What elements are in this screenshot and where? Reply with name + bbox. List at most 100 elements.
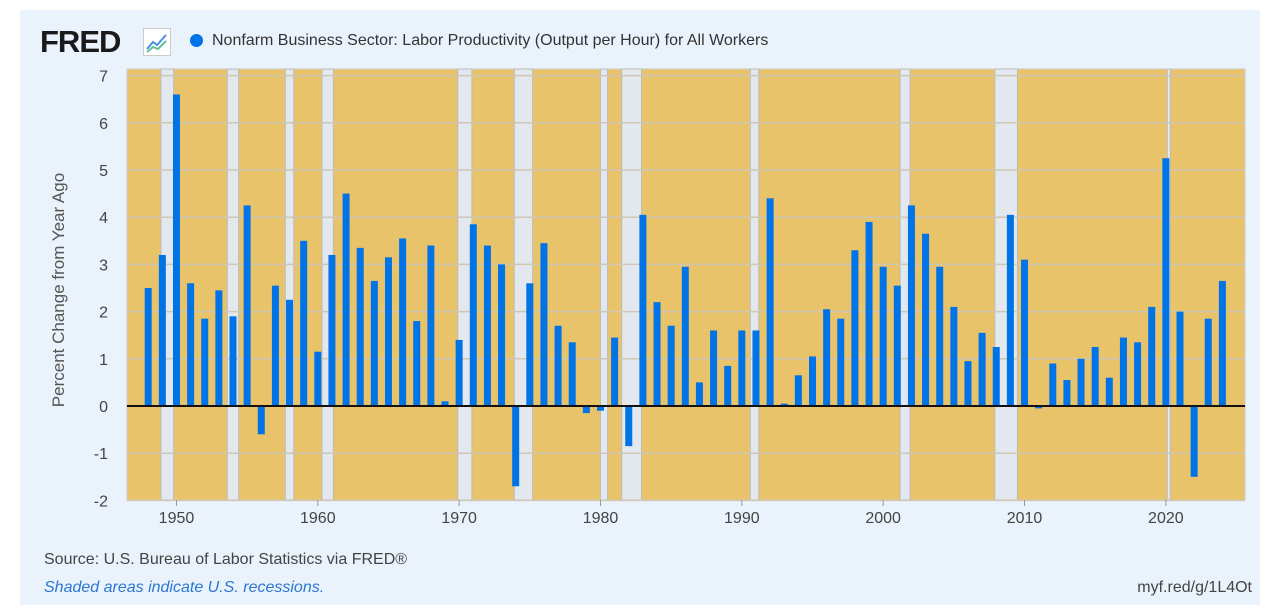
- y-tick-label: 1: [99, 352, 108, 369]
- x-tick-label: 2020: [1148, 510, 1184, 527]
- bar-2021: [1176, 311, 1184, 406]
- bar-1993: [780, 403, 788, 406]
- bar-1975: [526, 283, 534, 406]
- bar-1974: [512, 406, 520, 487]
- bar-2007: [978, 332, 986, 406]
- bar-1964: [370, 280, 378, 406]
- bar-1985: [667, 325, 675, 406]
- y-tick-label: 4: [99, 210, 108, 227]
- x-tick-label: 1970: [441, 510, 477, 527]
- x-tick-label: 1990: [724, 510, 760, 527]
- recession-band: [457, 68, 473, 501]
- recession-note: Shaded areas indicate U.S. recessions.: [44, 579, 325, 596]
- x-tick-label: 1960: [300, 510, 336, 527]
- bar-1967: [413, 321, 421, 406]
- bar-1994: [794, 375, 802, 406]
- recession-band: [226, 68, 240, 501]
- legend-marker: [190, 34, 203, 47]
- bar-2016: [1105, 377, 1113, 406]
- bar-2019: [1148, 306, 1156, 406]
- bar-1973: [498, 264, 506, 406]
- bar-1980: [596, 406, 604, 411]
- bar-1959: [300, 240, 308, 406]
- bar-1966: [399, 238, 407, 406]
- bar-1987: [695, 382, 703, 406]
- bar-1954: [229, 316, 237, 406]
- bar-1998: [851, 250, 859, 406]
- bar-1997: [837, 318, 845, 406]
- bar-1979: [582, 406, 590, 414]
- bar-1958: [286, 299, 294, 406]
- bar-1948: [144, 288, 152, 406]
- bar-2018: [1134, 342, 1142, 406]
- bar-1965: [384, 257, 392, 406]
- x-tick-label: 1980: [583, 510, 619, 527]
- bar-1950: [172, 94, 180, 406]
- recession-band: [749, 68, 760, 501]
- x-tick-label: 2000: [865, 510, 901, 527]
- bar-1996: [823, 309, 831, 406]
- bar-1984: [653, 302, 661, 406]
- source-text: Source: U.S. Bureau of Labor Statistics …: [44, 551, 408, 568]
- bar-1989: [724, 365, 732, 406]
- bar-2017: [1119, 337, 1127, 406]
- bar-1972: [483, 245, 491, 406]
- bar-1995: [808, 356, 816, 406]
- bar-1953: [215, 290, 223, 406]
- bar-2014: [1077, 358, 1085, 406]
- bar-1963: [356, 247, 364, 406]
- bar-2024: [1218, 280, 1226, 406]
- y-tick-label: 5: [99, 163, 108, 180]
- y-tick-label: 7: [99, 69, 108, 86]
- bar-2010: [1021, 259, 1029, 406]
- bar-1999: [865, 221, 873, 406]
- bar-1961: [328, 254, 336, 406]
- recession-band: [994, 68, 1018, 501]
- recession-band: [599, 68, 609, 501]
- bar-chart: -2 -1 0 1 2 3 4 5 6 7 1950 1960 1970 1980 1990 2000 2010…: [94, 68, 1246, 527]
- bar-1957: [271, 285, 279, 406]
- bar-1960: [314, 351, 322, 406]
- bar-2000: [879, 266, 887, 406]
- series-title: Nonfarm Business Sector: Labor Productiv…: [212, 32, 769, 49]
- bar-1949: [158, 254, 166, 406]
- bar-1981: [611, 337, 619, 406]
- bar-1978: [568, 342, 576, 406]
- recession-band: [284, 68, 295, 501]
- fred-logo[interactable]: FRED: [40, 24, 121, 59]
- y-tick-label: -1: [94, 446, 108, 463]
- bar-2001: [893, 285, 901, 406]
- bar-1955: [243, 205, 251, 406]
- bar-1952: [201, 318, 209, 406]
- y-tick-label: 0: [99, 399, 108, 416]
- bar-2012: [1049, 363, 1057, 406]
- bar-2008: [992, 347, 1000, 406]
- y-tick-label: -2: [94, 493, 108, 510]
- bar-2005: [950, 306, 958, 406]
- bar-2006: [964, 361, 972, 406]
- bar-2013: [1063, 380, 1071, 406]
- bar-1962: [342, 193, 350, 406]
- bar-2020: [1162, 158, 1170, 406]
- line-chart-icon: [143, 28, 171, 56]
- bar-1982: [625, 406, 633, 447]
- bar-2004: [936, 266, 944, 406]
- short-url-link[interactable]: myf.red/g/1L4Ot: [1137, 579, 1252, 596]
- bar-1988: [710, 330, 718, 406]
- bar-1983: [639, 214, 647, 406]
- bar-1968: [427, 245, 435, 406]
- bar-1976: [540, 243, 548, 406]
- bar-2002: [907, 205, 915, 406]
- bar-2022: [1190, 406, 1198, 477]
- y-tick-label: 3: [99, 257, 108, 274]
- bar-1991: [752, 330, 760, 406]
- bar-1951: [187, 283, 195, 406]
- bar-1956: [257, 406, 265, 435]
- bar-1969: [441, 401, 449, 406]
- bar-1977: [554, 325, 562, 406]
- bar-2023: [1204, 318, 1212, 406]
- bar-1970: [455, 339, 463, 406]
- bar-2003: [922, 233, 930, 406]
- bar-2011: [1035, 406, 1043, 409]
- x-tick-label: 1950: [159, 510, 195, 527]
